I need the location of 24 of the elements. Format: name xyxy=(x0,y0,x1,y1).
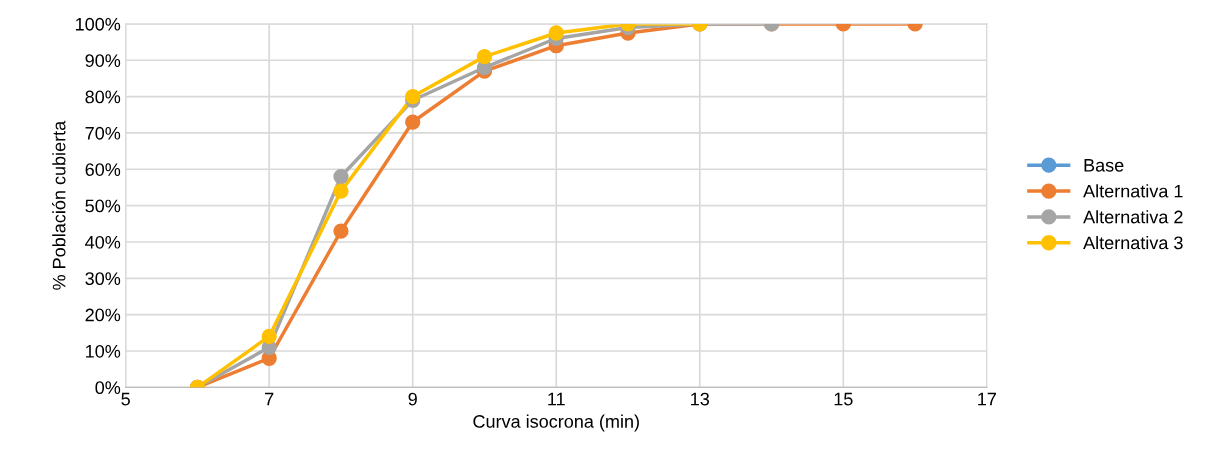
legend-label: Alternativa 2 xyxy=(1083,210,1183,224)
y-tick-label: 100% xyxy=(76,17,121,31)
y-tick-label: 30% xyxy=(85,272,121,286)
legend-label: Base xyxy=(1084,159,1124,172)
y-axis-title: % Población cubierta xyxy=(52,120,66,290)
y-tick-label: 20% xyxy=(85,308,121,322)
x-tick-label: 17 xyxy=(978,392,996,406)
x-tick-label: 7 xyxy=(265,392,274,406)
legend-label: Alternativa 3 xyxy=(1083,235,1183,250)
x-tick-label: 9 xyxy=(408,392,417,406)
y-tick-label: 50% xyxy=(85,199,121,213)
y-tick-label: 10% xyxy=(86,344,121,358)
y-tick-label: 80% xyxy=(85,90,121,104)
x-tick-label: 15 xyxy=(834,392,853,406)
y-tick-label: 60% xyxy=(85,163,121,176)
x-axis-title: Curva isocrona (min) xyxy=(473,414,639,432)
y-tick-label: 40% xyxy=(85,235,121,249)
x-tick-label: 5 xyxy=(121,392,130,406)
legend-label: Alternativa 1 xyxy=(1083,184,1183,198)
x-tick-label: 13 xyxy=(691,392,710,406)
y-tick-label: 70% xyxy=(85,126,121,140)
x-tick-label: 11 xyxy=(548,392,565,406)
y-tick-label: 90% xyxy=(85,54,121,67)
y-tick-label: 0% xyxy=(95,381,121,395)
